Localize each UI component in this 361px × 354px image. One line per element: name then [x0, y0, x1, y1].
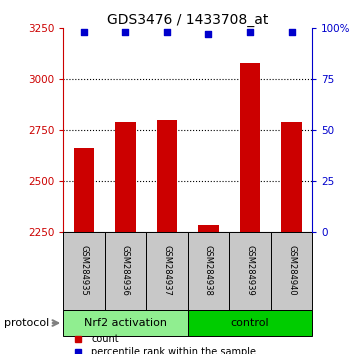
Bar [188, 232, 229, 310]
Text: GSM284935: GSM284935 [79, 245, 88, 296]
Text: GSM284938: GSM284938 [204, 245, 213, 296]
Point [164, 30, 170, 35]
Legend: count, percentile rank within the sample: count, percentile rank within the sample [68, 334, 256, 354]
Text: GSM284936: GSM284936 [121, 245, 130, 296]
Bar [74, 148, 94, 232]
Bar [271, 232, 312, 310]
Title: GDS3476 / 1433708_at: GDS3476 / 1433708_at [107, 13, 269, 27]
Bar [188, 310, 312, 336]
Point [205, 32, 211, 37]
Text: protocol: protocol [4, 318, 49, 328]
Bar [229, 232, 271, 310]
Text: control: control [231, 318, 269, 328]
Bar [240, 63, 260, 232]
Bar [105, 232, 146, 310]
Point [122, 30, 129, 35]
Text: GSM284940: GSM284940 [287, 245, 296, 296]
Bar [63, 310, 188, 336]
Bar [157, 120, 177, 232]
Text: GSM284939: GSM284939 [245, 245, 255, 296]
Point [247, 30, 253, 35]
Point [288, 30, 294, 35]
Text: Nrf2 activation: Nrf2 activation [84, 318, 167, 328]
Bar [281, 122, 302, 232]
Bar [146, 232, 188, 310]
Point [81, 30, 87, 35]
Bar [115, 122, 136, 232]
Text: GSM284937: GSM284937 [162, 245, 171, 296]
Bar [198, 225, 219, 232]
Bar [63, 232, 105, 310]
